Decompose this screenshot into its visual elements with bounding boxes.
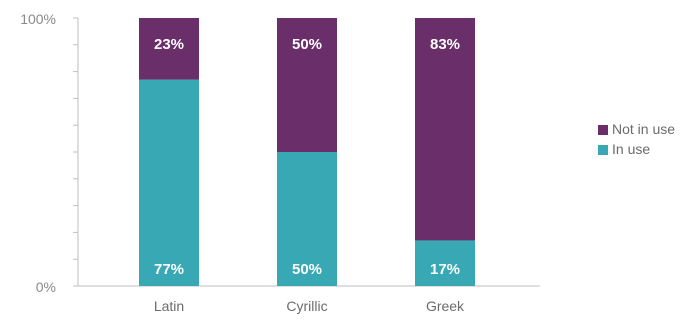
category-label-latin: Latin [154, 298, 184, 314]
bar-cyrillic-not-in-use [277, 18, 337, 152]
data-label: 83% [430, 36, 460, 53]
data-label: 50% [292, 36, 322, 53]
category-label-greek: Greek [426, 298, 465, 314]
bar-cyrillic-in-use [277, 152, 337, 286]
bars-group: 77% 23% 50% 50% 17% 83% [139, 18, 475, 286]
data-label: 23% [154, 36, 184, 53]
y-tick-label-min: 0% [36, 279, 56, 295]
y-tick-label-max: 100% [20, 11, 56, 27]
legend-swatch [598, 125, 608, 135]
category-labels: Latin Cyrillic Greek [154, 298, 465, 314]
data-label: 77% [154, 261, 184, 278]
bar-greek-in-use [415, 240, 475, 286]
legend: Not in use In use [598, 121, 675, 157]
legend-label: In use [612, 141, 650, 157]
bar-latin-not-in-use [139, 18, 199, 80]
bar-latin-in-use [139, 79, 199, 286]
data-label: 17% [430, 261, 460, 278]
legend-swatch [598, 145, 608, 155]
bar-greek-not-in-use [415, 18, 475, 241]
category-label-cyrillic: Cyrillic [286, 298, 327, 314]
y-minor-ticks [73, 17, 78, 287]
legend-label: Not in use [612, 121, 675, 137]
data-label: 50% [292, 261, 322, 278]
